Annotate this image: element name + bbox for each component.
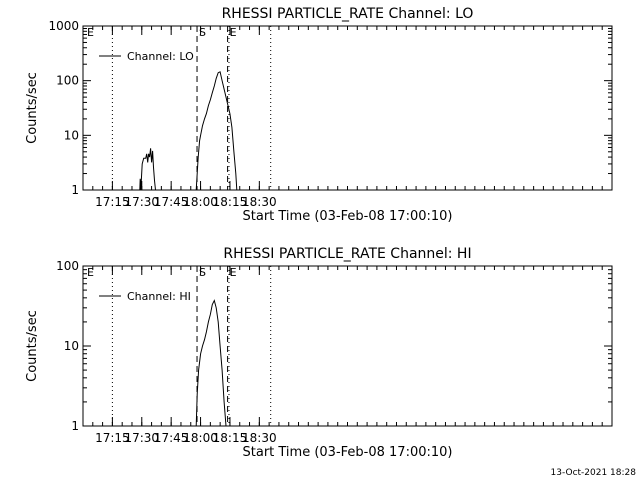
marker-label: E (87, 26, 94, 39)
chart-title: RHESSI PARTICLE_RATE Channel: LO (222, 6, 474, 22)
x-tick-label: 17:30 (124, 195, 159, 209)
x-tick-label: 17:45 (154, 431, 189, 445)
y-tick-label: 1000 (48, 19, 79, 33)
count-rate-line (195, 299, 227, 427)
y-tick-label: 10 (64, 339, 79, 353)
x-tick-label: 18:30 (242, 195, 277, 209)
x-tick-label: 17:30 (124, 431, 159, 445)
marker-label: S (199, 26, 206, 39)
chart-title: RHESSI PARTICLE_RATE Channel: HI (223, 246, 471, 262)
y-tick-label: 1 (71, 183, 79, 197)
x-tick-label: 18:00 (183, 431, 218, 445)
lo-channel-panel: RHESSI PARTICLE_RATE Channel: LO 1 10 100 10… (25, 6, 613, 224)
y-axis-label: Counts/sec (25, 310, 40, 382)
marker-label: E (87, 266, 94, 279)
y-tick-label: 100 (56, 259, 79, 273)
x-tick-label: 18:30 (242, 431, 277, 445)
footer-timestamp: 13-Oct-2021 18:28 (551, 468, 637, 478)
marker-label: E (230, 26, 237, 39)
x-tick-label: 18:00 (183, 195, 218, 209)
marker-label: E (230, 266, 237, 279)
marker-label: S (199, 266, 206, 279)
count-rate-line (195, 71, 238, 191)
x-tick-label: 17:45 (154, 195, 189, 209)
x-axis-label: Start Time (03-Feb-08 17:00:10) (243, 209, 453, 224)
x-tick-label: 17:15 (95, 431, 130, 445)
x-axis-label: Start Time (03-Feb-08 17:00:10) (243, 445, 453, 460)
legend-entry: Channel: LO (127, 50, 194, 63)
y-tick-label: 1 (71, 419, 79, 433)
x-tick-label: 18:15 (213, 431, 248, 445)
y-tick-label: 100 (56, 74, 79, 88)
hi-channel-panel: RHESSI PARTICLE_RATE Channel: HI 1 10 100 17… (25, 246, 613, 460)
legend-entry: Channel: HI (127, 290, 191, 303)
x-tick-label: 17:15 (95, 195, 130, 209)
x-tick-label: 18:15 (213, 195, 248, 209)
y-axis-label: Counts/sec (25, 72, 40, 144)
y-tick-label: 10 (64, 128, 79, 142)
count-rate-line (139, 148, 156, 191)
